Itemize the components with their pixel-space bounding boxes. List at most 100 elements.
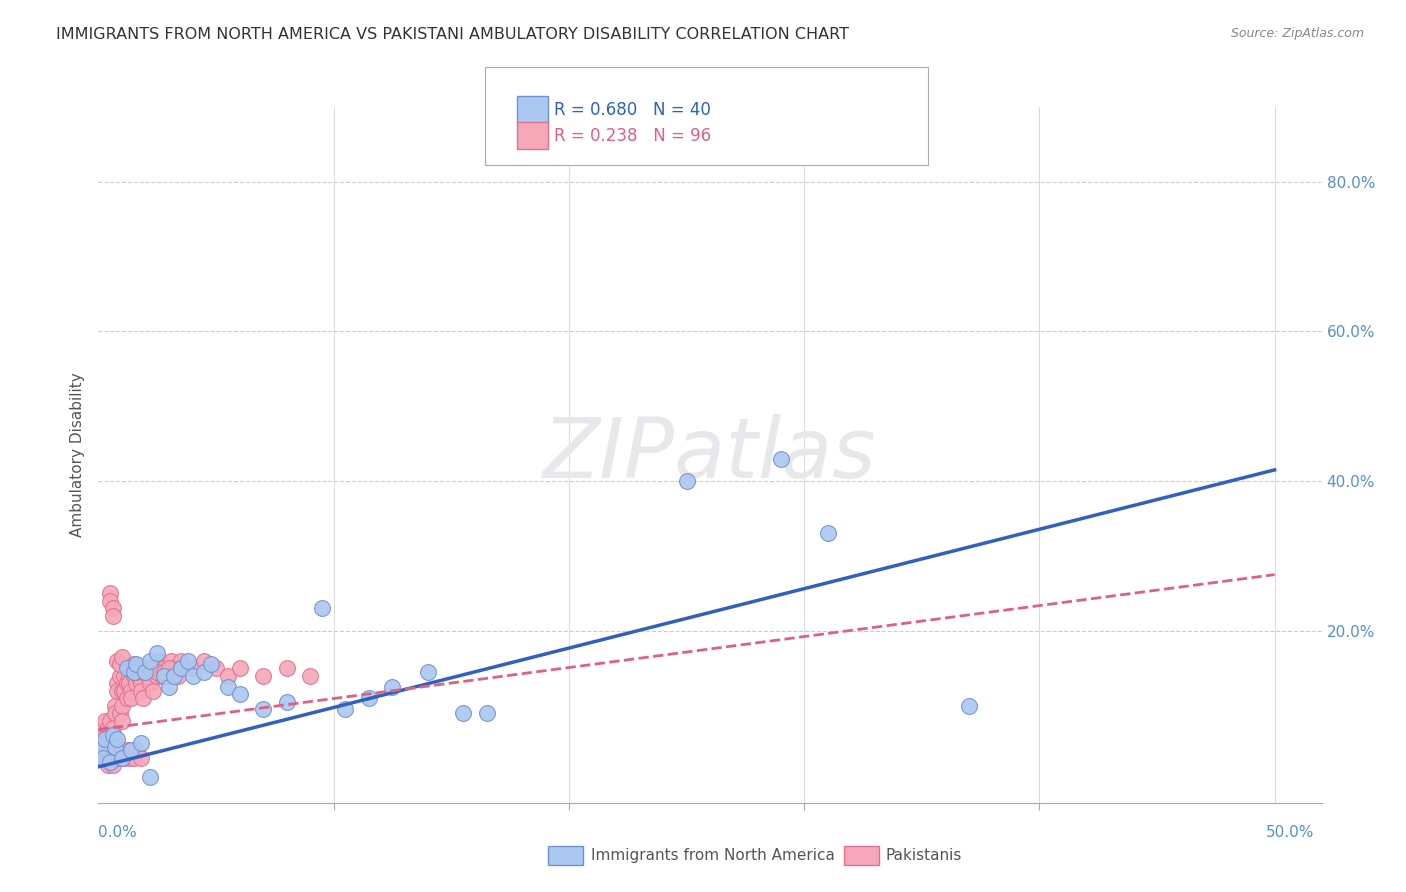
Point	[153, 665, 176, 679]
Point	[150, 668, 173, 682]
Point	[139, 654, 162, 668]
Point	[94, 751, 117, 765]
Point	[120, 743, 142, 757]
Point	[170, 661, 193, 675]
Point	[98, 586, 121, 600]
Point	[90, 743, 112, 757]
Point	[90, 736, 112, 750]
Point	[98, 751, 121, 765]
Point	[111, 683, 134, 698]
Point	[115, 676, 138, 690]
Point	[139, 770, 162, 784]
Point	[98, 729, 121, 743]
Point	[143, 661, 166, 675]
Point	[122, 665, 145, 679]
Point	[105, 683, 128, 698]
Point	[111, 649, 134, 664]
Point	[115, 661, 138, 675]
Point	[105, 743, 128, 757]
Point	[105, 676, 128, 690]
Point	[228, 687, 250, 701]
Point	[122, 661, 145, 675]
Point	[141, 683, 163, 698]
Text: Source: ZipAtlas.com: Source: ZipAtlas.com	[1230, 27, 1364, 40]
Point	[120, 683, 142, 698]
Text: 50.0%: 50.0%	[1267, 825, 1315, 840]
Point	[112, 668, 135, 682]
Text: Immigrants from North America: Immigrants from North America	[591, 848, 834, 863]
Point	[91, 729, 114, 743]
Text: R = 0.680   N = 40: R = 0.680 N = 40	[554, 101, 711, 119]
Point	[101, 758, 124, 772]
Point	[134, 665, 156, 679]
Text: ZIPatlas: ZIPatlas	[543, 415, 877, 495]
Point	[90, 751, 112, 765]
Point	[129, 661, 152, 675]
Point	[153, 661, 176, 675]
Point	[163, 668, 186, 682]
Point	[115, 691, 138, 706]
Point	[108, 668, 131, 682]
Point	[149, 654, 172, 668]
Point	[193, 665, 215, 679]
Point	[125, 665, 148, 679]
Point	[111, 714, 134, 728]
Point	[91, 736, 114, 750]
Point	[205, 661, 228, 675]
Point	[98, 714, 121, 728]
Point	[104, 698, 127, 713]
Point	[91, 721, 114, 735]
Point	[146, 665, 169, 679]
Point	[335, 702, 357, 716]
Point	[101, 729, 124, 743]
Point	[91, 751, 114, 765]
Point	[146, 668, 169, 682]
Point	[252, 668, 274, 682]
Point	[217, 680, 239, 694]
Point	[122, 668, 145, 682]
Point	[153, 668, 176, 682]
Point	[193, 654, 215, 668]
Point	[112, 683, 135, 698]
Point	[416, 665, 439, 679]
Point	[112, 751, 135, 765]
Point	[769, 451, 792, 466]
Point	[115, 743, 138, 757]
Point	[94, 743, 117, 757]
Point	[217, 668, 239, 682]
Point	[94, 714, 117, 728]
Point	[299, 668, 322, 682]
Point	[125, 676, 148, 690]
Point	[97, 721, 120, 735]
Point	[120, 691, 142, 706]
Point	[129, 683, 152, 698]
Point	[101, 601, 124, 615]
Point	[104, 751, 127, 765]
Point	[120, 743, 142, 757]
Text: Pakistanis: Pakistanis	[886, 848, 962, 863]
Point	[91, 743, 114, 757]
Point	[104, 706, 127, 720]
Point	[200, 657, 222, 672]
Point	[675, 474, 697, 488]
Point	[94, 732, 117, 747]
Point	[97, 758, 120, 772]
Text: R = 0.238   N = 96: R = 0.238 N = 96	[554, 127, 711, 145]
Point	[381, 680, 404, 694]
Point	[101, 608, 124, 623]
Point	[108, 706, 131, 720]
Point	[134, 665, 156, 679]
Point	[170, 661, 193, 675]
Point	[105, 732, 128, 747]
Point	[170, 654, 193, 668]
Point	[111, 743, 134, 757]
Point	[125, 657, 148, 672]
Point	[252, 702, 274, 716]
Point	[111, 698, 134, 713]
Point	[276, 661, 298, 675]
Point	[122, 657, 145, 672]
Point	[139, 676, 162, 690]
Point	[129, 736, 152, 750]
Point	[163, 661, 186, 675]
Point	[129, 751, 152, 765]
